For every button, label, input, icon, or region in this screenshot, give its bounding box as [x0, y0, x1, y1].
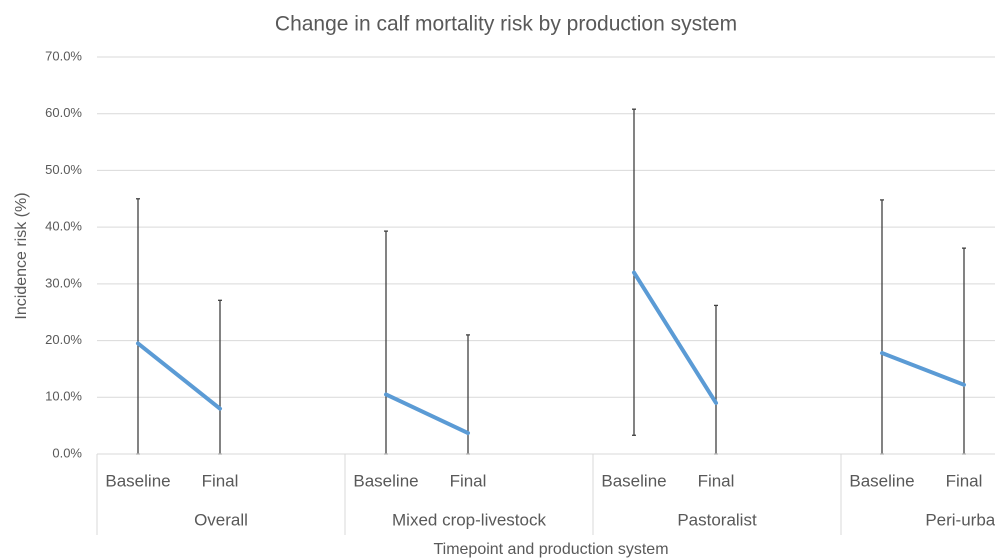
x-tick-label: Final: [698, 471, 735, 490]
data-line: [384, 392, 470, 436]
y-axis-title: Incidence risk (%): [13, 192, 30, 319]
data-line: [880, 351, 966, 387]
data-line: [632, 270, 718, 405]
x-tick-label: Baseline: [849, 471, 914, 490]
y-tick-label: 20.0%: [45, 332, 82, 347]
x-axis-title: Timepoint and production system: [433, 541, 668, 558]
y-tick-label: 40.0%: [45, 219, 82, 234]
x-tick-label: Baseline: [105, 471, 170, 490]
y-tick-label: 30.0%: [45, 275, 82, 290]
x-tick-label: Baseline: [353, 471, 418, 490]
x-tick-label: Final: [202, 471, 239, 490]
y-tick-label: 0.0%: [52, 445, 82, 460]
group-label: Overall: [194, 510, 248, 529]
x-tick-label: Final: [450, 471, 487, 490]
y-tick-label: 60.0%: [45, 105, 82, 120]
y-tick-label: 70.0%: [45, 48, 82, 63]
group-label: Peri-urban: [925, 510, 995, 529]
chart-title: Change in calf mortality risk by product…: [275, 13, 737, 36]
y-tick-label: 10.0%: [45, 389, 82, 404]
x-tick-label: Final: [946, 471, 983, 490]
group-label: Pastoralist: [677, 510, 757, 529]
y-tick-label: 50.0%: [45, 162, 82, 177]
x-tick-label: Baseline: [601, 471, 666, 490]
group-label: Mixed crop-livestock: [392, 510, 546, 529]
data-line: [136, 341, 222, 411]
